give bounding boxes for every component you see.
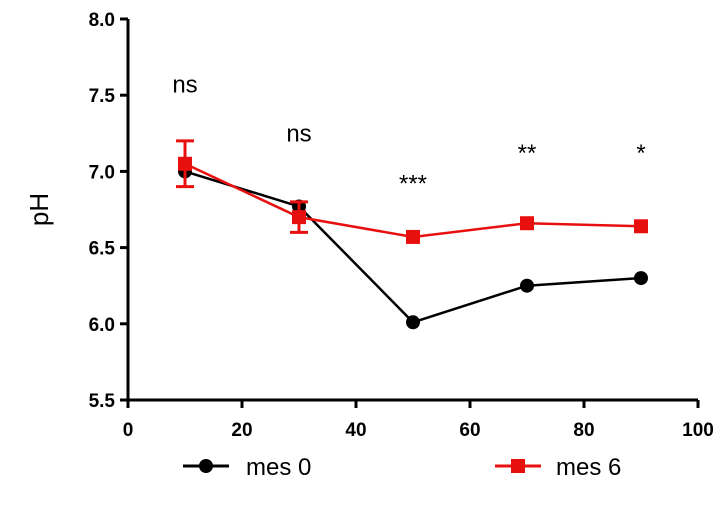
significance-label: ** xyxy=(518,140,537,167)
x-tick-label: 60 xyxy=(459,420,480,441)
data-point xyxy=(406,315,420,330)
x-tick-label: 40 xyxy=(345,420,366,441)
legend: mes 0 mes 6 xyxy=(183,454,621,481)
series-layer xyxy=(176,139,648,330)
data-point xyxy=(178,156,192,171)
significance-label: ns xyxy=(286,120,311,147)
legend-item-mes-0: mes 0 xyxy=(183,454,311,481)
significance-label: *** xyxy=(399,171,427,198)
y-tick-label: 7.0 xyxy=(89,162,115,183)
series-mes-6 xyxy=(176,139,648,244)
x-tick-label: 0 xyxy=(123,420,134,441)
data-point xyxy=(520,278,534,293)
y-tick-label: 5.5 xyxy=(89,391,116,412)
significance-label: * xyxy=(636,140,645,167)
y-tick-label: 7.5 xyxy=(89,86,116,107)
data-point xyxy=(292,210,306,225)
significance-label: ns xyxy=(172,72,197,99)
axes: 5.5 6.0 6.5 7.0 7.5 8.0 0 20 40 60 80 100 pH xyxy=(24,10,714,441)
data-point xyxy=(520,216,534,231)
y-tick-label: 8.0 xyxy=(89,10,115,31)
x-tick-label: 20 xyxy=(231,420,252,441)
x-tick-label: 100 xyxy=(682,420,714,441)
legend-label: mes 6 xyxy=(556,454,621,481)
data-point xyxy=(634,219,648,234)
legend-marker xyxy=(511,459,525,473)
x-tick-label: 80 xyxy=(573,420,594,441)
legend-item-mes-6: mes 6 xyxy=(495,454,621,481)
data-point xyxy=(406,229,420,244)
data-point xyxy=(634,271,648,286)
y-tick-label: 6.0 xyxy=(89,315,115,336)
y-tick-label: 6.5 xyxy=(89,239,116,260)
legend-marker xyxy=(199,459,213,473)
legend-label: mes 0 xyxy=(246,454,311,481)
y-axis-label: pH xyxy=(24,193,54,226)
